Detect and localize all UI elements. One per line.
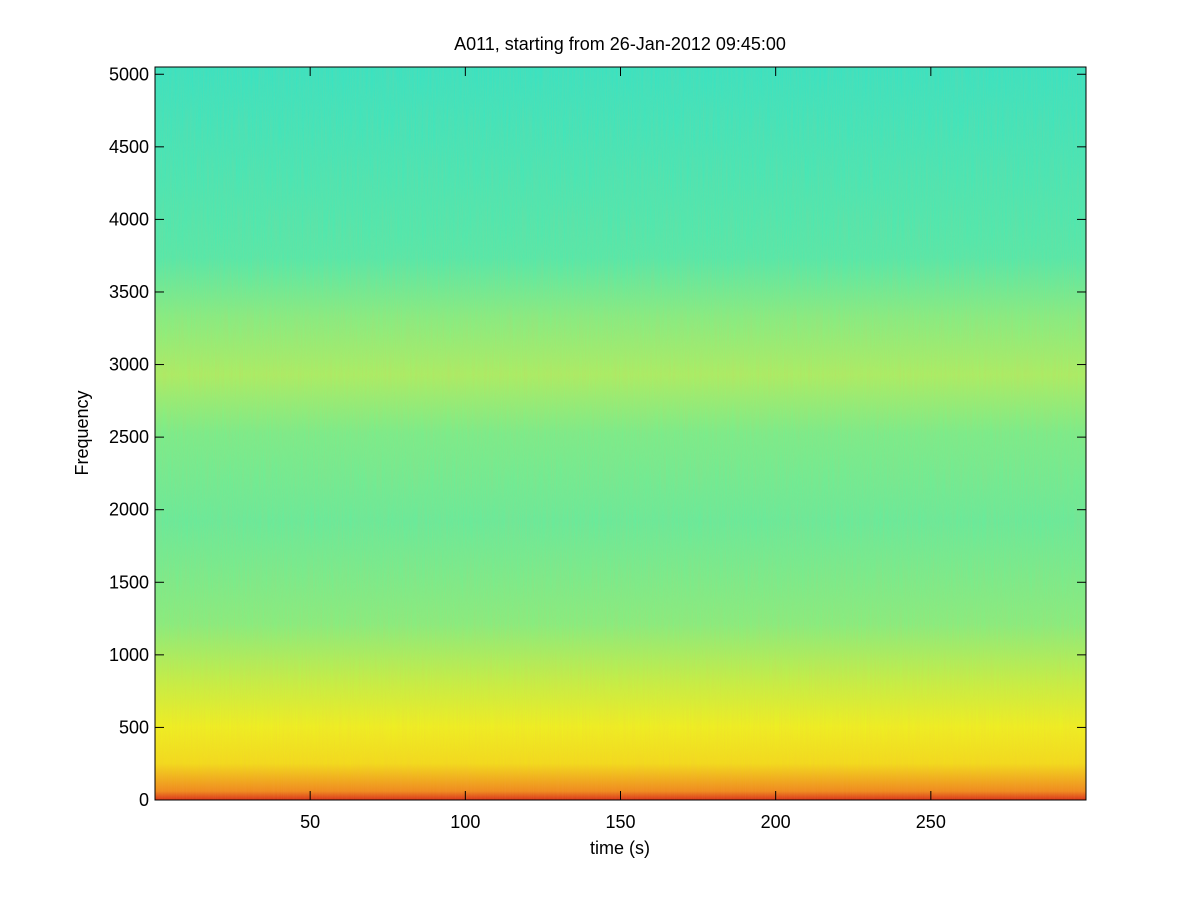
y-tick-label: 2000: [109, 500, 149, 520]
y-axis-label: Frequency: [72, 390, 92, 475]
y-tick-label: 3500: [109, 282, 149, 302]
y-tick-label: 5000: [109, 64, 149, 84]
x-tick-label: 100: [450, 812, 480, 832]
spectrogram-texture: [155, 67, 1086, 800]
chart-title: A011, starting from 26-Jan-2012 09:45:00: [454, 34, 786, 54]
y-tick-label: 4500: [109, 137, 149, 157]
x-tick-label: 150: [605, 812, 635, 832]
x-tick-label: 200: [761, 812, 791, 832]
x-axis-label: time (s): [590, 838, 650, 858]
x-tick-label: 250: [916, 812, 946, 832]
y-tick-label: 0: [139, 790, 149, 810]
y-tick-label: 500: [119, 717, 149, 737]
y-tick-label: 3000: [109, 355, 149, 375]
y-tick-label: 4000: [109, 209, 149, 229]
y-tick-label: 1000: [109, 645, 149, 665]
y-tick-label: 2500: [109, 427, 149, 447]
x-tick-label: 50: [300, 812, 320, 832]
y-tick-label: 1500: [109, 572, 149, 592]
